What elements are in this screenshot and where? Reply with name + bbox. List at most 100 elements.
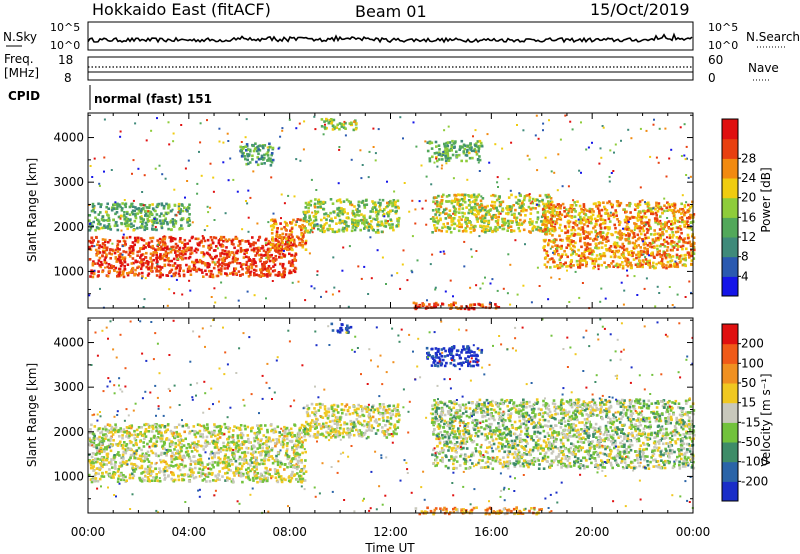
echo-cell: [466, 150, 469, 154]
echo-cell: [239, 246, 243, 250]
echo-cell: [636, 262, 640, 266]
echo-cell: [280, 256, 283, 259]
echo-cell: [692, 236, 696, 239]
echo-cell: [559, 206, 562, 210]
echo-cell: [370, 277, 373, 280]
echo-cell: [577, 254, 581, 257]
echo-cell: [586, 243, 589, 247]
echo-cell: [608, 175, 611, 178]
echo-cell: [170, 457, 173, 461]
echo-cell: [180, 124, 183, 126]
echo-cell: [153, 228, 157, 231]
echo-cell: [140, 224, 143, 228]
echo-cell: [396, 217, 399, 221]
echo-cell: [353, 120, 356, 123]
echo-cell: [486, 133, 489, 136]
echo-cell: [198, 150, 200, 153]
echo-cell: [550, 276, 553, 279]
echo-cell: [380, 230, 384, 234]
echo-cell: [281, 127, 284, 130]
echo-cell: [131, 257, 135, 260]
echo-cell: [520, 209, 523, 213]
echo-cell: [137, 426, 141, 429]
echo-cell: [552, 204, 556, 207]
echo-cell: [554, 244, 557, 247]
echo-cell: [284, 228, 287, 231]
echo-cell: [231, 463, 234, 466]
echo-cell: [415, 302, 418, 305]
echo-cell: [650, 245, 654, 249]
echo-cell: [121, 253, 124, 256]
echo-cell: [481, 197, 485, 200]
echo-cell: [134, 239, 137, 243]
echo-cell: [245, 144, 249, 148]
echo-cell: [630, 137, 633, 140]
echo-cell: [198, 260, 202, 264]
echo-cell: [180, 250, 184, 253]
echo-cell: [191, 260, 194, 264]
echo-cell: [502, 221, 505, 224]
echo-cell: [159, 425, 162, 429]
echo-cell: [124, 242, 127, 245]
echo-cell: [588, 207, 592, 211]
echo-cell: [283, 273, 286, 277]
echo-cell: [172, 140, 175, 143]
echo-cell: [303, 120, 306, 123]
echo-cell: [367, 293, 370, 295]
echo-cell: [467, 204, 471, 207]
echo-cell: [256, 480, 259, 484]
echo-cell: [198, 241, 202, 244]
echo-cell: [175, 266, 179, 269]
echo-cell: [430, 183, 433, 186]
echo-cell: [173, 292, 176, 295]
echo-cell: [288, 247, 292, 251]
echo-cell: [435, 210, 439, 214]
echo-cell: [293, 254, 297, 258]
echo-cell: [679, 126, 682, 129]
echo-cell: [270, 153, 273, 157]
echo-cell: [574, 233, 577, 236]
echo-cell: [134, 122, 137, 125]
echo-cell: [556, 189, 559, 192]
echo-cell: [426, 299, 428, 302]
echo-cell: [141, 191, 144, 193]
echo-cell: [152, 251, 156, 254]
echo-cell: [578, 296, 581, 299]
echo-cell: [434, 286, 437, 289]
echo-cell: [298, 225, 301, 228]
echo-cell: [441, 226, 444, 229]
echo-cell: [151, 224, 154, 227]
echo-cell: [90, 480, 94, 484]
echo-cell: [149, 210, 152, 214]
echo-cell: [256, 248, 260, 251]
echo-cell: [130, 222, 133, 226]
echo-cell: [638, 255, 641, 259]
echo-cell: [223, 461, 227, 464]
echo-cell: [137, 167, 140, 170]
echo-cell: [314, 210, 316, 213]
echo-cell: [107, 207, 110, 210]
echo-cell: [501, 217, 504, 221]
echo-cell: [253, 445, 256, 449]
echo-cell: [140, 238, 144, 242]
echo-cell: [433, 161, 436, 164]
echo-cell: [272, 212, 275, 215]
echo-cell: [171, 434, 175, 438]
echo-cell: [131, 246, 134, 249]
echo-cell: [136, 236, 140, 240]
echo-cell: [574, 241, 577, 245]
echo-cell: [475, 284, 478, 287]
echo-cell: [552, 239, 556, 242]
echo-cell: [506, 208, 509, 211]
echo-cell: [337, 206, 341, 210]
echo-cell: [245, 266, 248, 270]
echo-cell: [452, 301, 456, 305]
echo-cell: [648, 266, 652, 269]
echo-cell: [692, 246, 696, 249]
echo-cell: [605, 266, 608, 269]
echo-cell: [548, 206, 551, 210]
echo-cell: [261, 446, 264, 450]
echo-cell: [546, 206, 549, 209]
echo-cell: [601, 125, 604, 127]
